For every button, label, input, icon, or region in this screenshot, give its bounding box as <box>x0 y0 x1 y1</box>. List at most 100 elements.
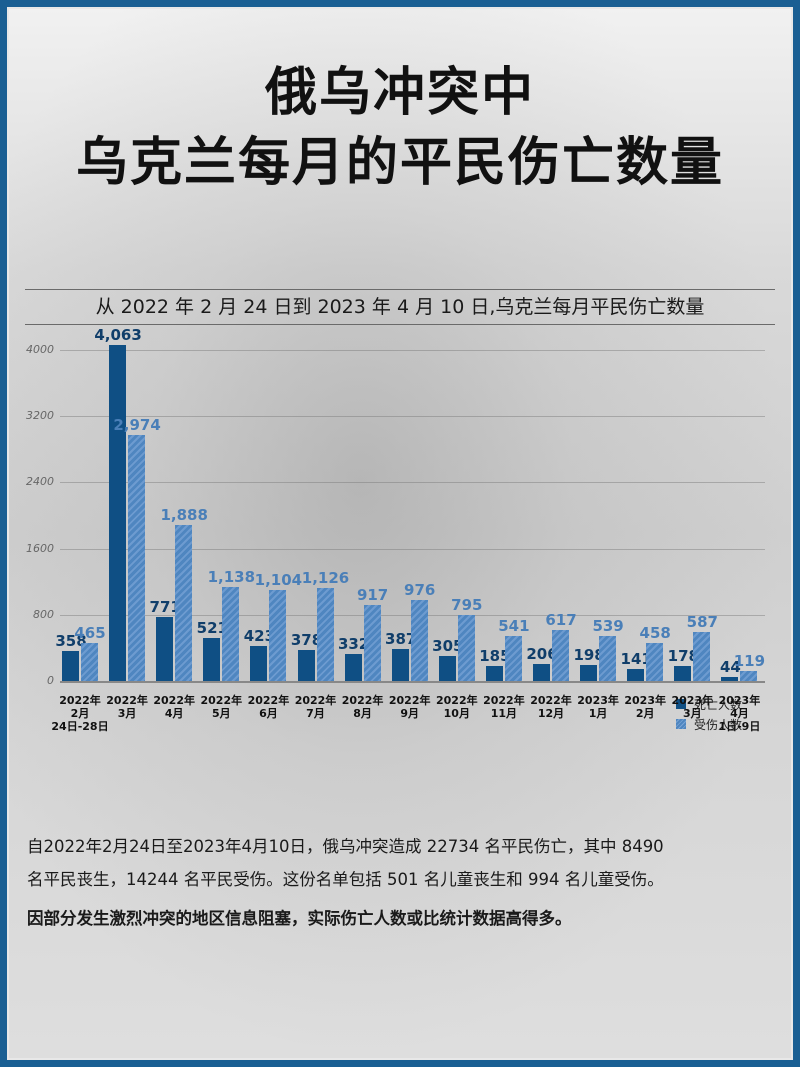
injury-value-label: 917 <box>356 586 389 605</box>
death-value-label: 141 <box>620 650 652 669</box>
x-tick-label: 2022年 5月 <box>200 694 243 720</box>
death-value-label: 771 <box>149 598 181 617</box>
injury-value-label: 539 <box>592 617 624 636</box>
injury-bar <box>269 589 287 681</box>
death-bar <box>533 663 550 681</box>
injury-value-label: 795 <box>451 596 483 615</box>
title-line-2: 乌克兰每月的平民伤亡数量 <box>75 133 724 193</box>
legend-injury-label: 受伤人数 <box>694 717 743 732</box>
death-value-label: 4,063 <box>94 325 142 344</box>
injury-bar <box>363 605 381 681</box>
injury-value-label: 1,126 <box>301 568 350 587</box>
page-title: 俄乌冲突中 乌克兰每月的平民伤亡数量 <box>0 58 800 198</box>
summary-line-2: 名平民丧生，14244 名平民受伤。这份名单包括 501 名儿童丧生和 994 … <box>27 870 664 889</box>
y-tick-label: 4000 <box>26 343 54 356</box>
injury-bar <box>128 434 146 681</box>
death-bar <box>627 669 645 681</box>
x-tick-label: 2023年 4月 1日-9日 <box>718 694 761 733</box>
injury-value-label: 617 <box>545 610 577 629</box>
x-tick-label: 2022年 7月 <box>294 694 337 720</box>
injury-value-label: 119 <box>733 652 766 671</box>
x-tick-label: 2022年 4月 <box>153 694 195 720</box>
death-value-label: 185 <box>479 646 511 665</box>
x-tick-label: 2022年 11月 <box>483 694 525 720</box>
gridline <box>60 350 765 351</box>
death-bar <box>391 648 409 681</box>
x-tick-label: 2022年 3月 <box>106 694 148 720</box>
death-value-label: 387 <box>385 629 417 648</box>
injury-value-label: 1,138 <box>207 567 256 586</box>
x-tick-label: 2023年 2月 <box>624 694 666 720</box>
injury-bar <box>316 587 334 681</box>
injury-value-label: 2,974 <box>113 415 161 434</box>
summary-text: 自2022年2月24日至2023年4月10日，俄乌冲突造成 22734 名平民伤… <box>27 830 773 896</box>
gridline <box>60 548 765 550</box>
death-value-label: 44 <box>719 658 741 677</box>
injury-bar <box>504 636 522 681</box>
death-value-label: 206 <box>526 644 558 663</box>
death-bar <box>674 666 692 681</box>
injury-value-label: 458 <box>639 624 671 643</box>
summary-line-1: 自2022年2月24日至2023年4月10日，俄乌冲突造成 22734 名平民伤… <box>27 837 664 856</box>
injury-bar <box>552 629 569 681</box>
death-value-label: 378 <box>290 630 323 649</box>
injury-bar <box>81 642 98 681</box>
title-line-1: 俄乌冲突中 <box>264 63 535 123</box>
injury-value-label: 976 <box>404 581 436 600</box>
x-tick-label: 2022年 2月 24日-28日 <box>51 694 109 733</box>
injury-bar <box>646 643 664 681</box>
injury-value-label: 587 <box>686 613 718 632</box>
death-bar <box>203 637 221 681</box>
injury-bar <box>740 671 758 681</box>
injury-swatch-icon <box>676 719 686 729</box>
x-tick-label: 2022年 10月 <box>435 694 478 720</box>
death-bar <box>250 645 268 681</box>
injury-bar <box>222 586 240 681</box>
injury-value-label: 1,104 <box>254 570 303 589</box>
death-value-label: 521 <box>196 618 228 637</box>
x-tick-label: 2022年 9月 <box>388 694 431 720</box>
chart-subtitle: 从 2022 年 2 月 24 日到 2023 年 4 月 10 日,乌克兰每月… <box>25 289 775 325</box>
death-value-label: 178 <box>667 647 699 666</box>
death-bar <box>721 677 739 681</box>
y-tick-label: 1600 <box>26 541 54 555</box>
y-tick-label: 0 <box>47 674 54 687</box>
x-tick-label: 2022年 8月 <box>341 694 384 720</box>
death-bar <box>156 617 174 681</box>
death-value-label: 198 <box>573 645 605 664</box>
gridline <box>60 482 765 484</box>
death-bar <box>297 649 315 681</box>
legend-item-injury: 受伤人数 <box>676 714 742 734</box>
injury-value-label: 1,888 <box>160 505 208 524</box>
injury-bar <box>599 636 617 681</box>
summary-note: 因部分发生激烈冲突的地区信息阻塞，实际伤亡人数或比统计数据高得多。 <box>27 909 572 928</box>
injury-bar <box>175 524 193 681</box>
death-bar <box>62 651 79 681</box>
x-tick-label: 2022年 12月 <box>530 694 572 720</box>
injury-value-label: 465 <box>74 623 106 642</box>
legend-death-label: 死亡人数 <box>694 697 743 712</box>
death-value-label: 305 <box>432 636 464 655</box>
injury-bar <box>693 632 711 681</box>
death-bar <box>344 653 362 681</box>
death-value-label: 358 <box>55 632 87 651</box>
death-bar <box>580 664 598 681</box>
death-bar <box>485 665 503 681</box>
death-value-label: 332 <box>337 634 370 653</box>
death-bar <box>109 344 127 681</box>
x-tick-label: 2022年 6月 <box>247 694 290 720</box>
y-tick-label: 2400 <box>26 475 54 489</box>
y-tick-label: 3200 <box>26 409 54 423</box>
chart-legend: 死亡人数 受伤人数 <box>676 694 742 734</box>
injury-value-label: 541 <box>498 617 530 636</box>
y-tick-label: 800 <box>33 607 54 621</box>
x-tick-label: 2023年 1月 <box>577 694 619 720</box>
x-tick-label: 2023年 3月 <box>671 694 714 720</box>
death-swatch-icon <box>676 699 686 709</box>
injury-bar <box>410 600 428 681</box>
legend-item-death: 死亡人数 <box>676 694 742 714</box>
x-axis-line <box>60 681 765 683</box>
gridline <box>60 416 765 418</box>
injury-bar <box>457 615 475 681</box>
death-bar <box>438 655 456 681</box>
